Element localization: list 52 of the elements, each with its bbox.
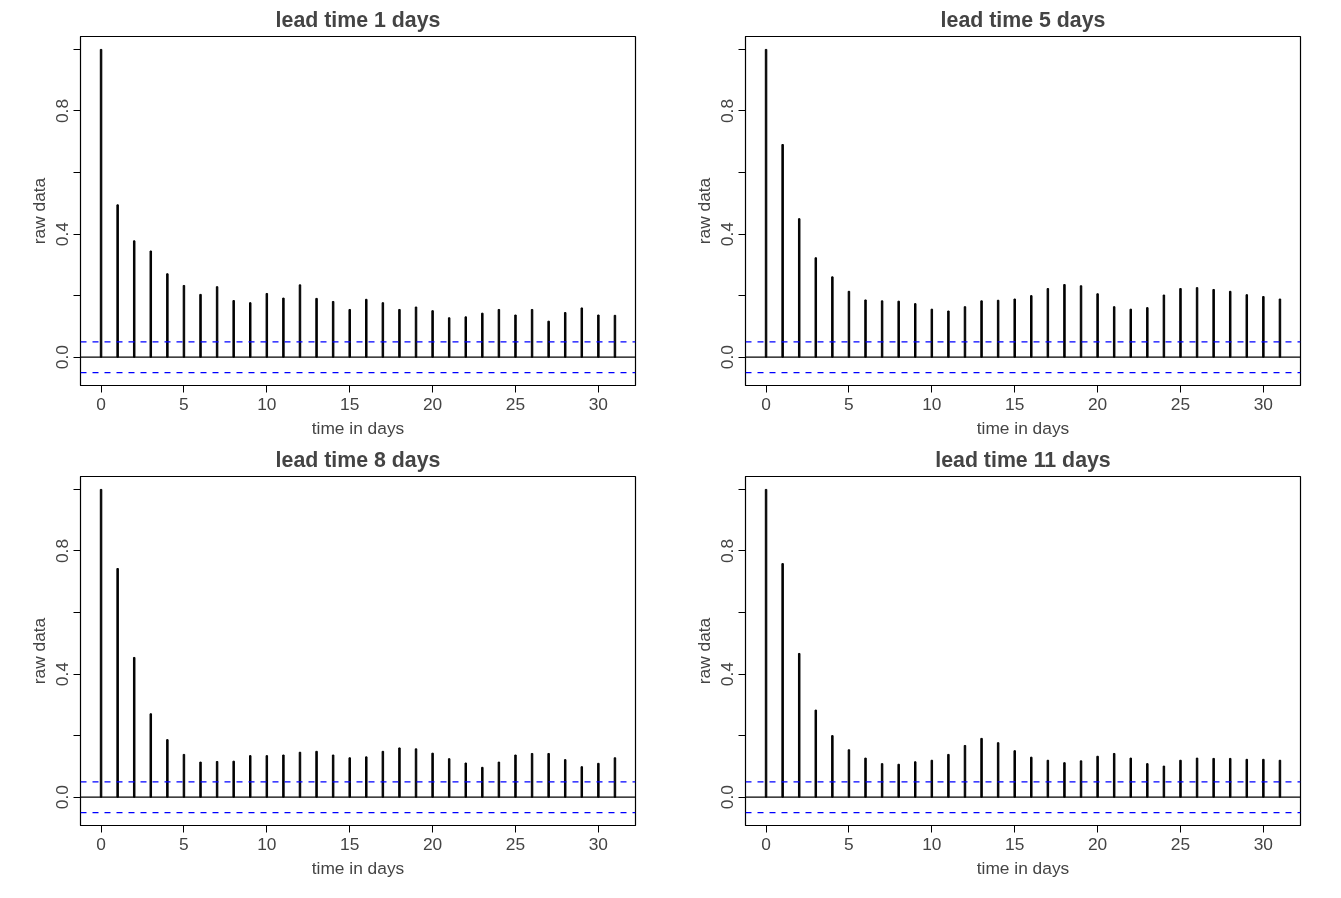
x-axis-title: time in days xyxy=(311,417,405,438)
chart-title: lead time 1 days xyxy=(275,7,441,32)
x-tick-label: 10 xyxy=(257,833,277,854)
y-tick-label: 0.8 xyxy=(717,98,738,124)
x-tick-label: 30 xyxy=(588,833,609,854)
x-tick-label: 15 xyxy=(340,393,360,414)
x-axis-title: time in days xyxy=(976,857,1070,878)
y-tick-label: 0.4 xyxy=(717,661,738,687)
x-tick-label: 20 xyxy=(1087,393,1108,414)
x-tick-label: 25 xyxy=(505,833,526,854)
y-tick-label: 0.0 xyxy=(52,785,73,810)
x-tick-label: 0 xyxy=(96,393,106,414)
y-tick-label: 0.8 xyxy=(52,538,73,564)
x-tick-label: 15 xyxy=(340,833,360,854)
y-axis-title: raw data xyxy=(28,177,49,245)
y-tick-label: 0.4 xyxy=(717,221,738,247)
x-tick-label: 0 xyxy=(761,833,771,854)
chart-title: lead time 5 days xyxy=(940,7,1106,32)
y-tick-label: 0.0 xyxy=(52,345,73,370)
x-tick-label: 10 xyxy=(257,393,277,414)
y-tick-label: 0.8 xyxy=(717,538,738,564)
y-tick-label: 0.0 xyxy=(717,345,738,370)
chart-title: lead time 11 days xyxy=(935,447,1111,472)
x-tick-label: 25 xyxy=(1170,393,1191,414)
chart-title: lead time 8 days xyxy=(275,447,441,472)
x-tick-label: 20 xyxy=(422,833,443,854)
y-axis-title: raw data xyxy=(693,177,714,245)
x-tick-label: 10 xyxy=(922,393,942,414)
x-tick-label: 25 xyxy=(505,393,526,414)
x-tick-label: 0 xyxy=(96,833,106,854)
x-tick-label: 15 xyxy=(1005,833,1025,854)
x-axis-title: time in days xyxy=(311,857,405,878)
x-tick-label: 30 xyxy=(1253,393,1274,414)
x-tick-label: 5 xyxy=(844,833,854,854)
y-tick-label: 0.8 xyxy=(52,98,73,124)
x-tick-label: 5 xyxy=(844,393,854,414)
x-tick-label: 5 xyxy=(179,833,189,854)
y-tick-label: 0.4 xyxy=(52,221,73,247)
x-tick-label: 30 xyxy=(588,393,609,414)
x-tick-label: 5 xyxy=(179,393,189,414)
x-tick-label: 25 xyxy=(1170,833,1191,854)
x-tick-label: 10 xyxy=(922,833,942,854)
x-tick-label: 20 xyxy=(1087,833,1108,854)
x-axis-title: time in days xyxy=(976,417,1070,438)
x-tick-label: 15 xyxy=(1005,393,1025,414)
y-axis-title: raw data xyxy=(693,617,714,685)
x-tick-label: 20 xyxy=(422,393,443,414)
y-axis-title: raw data xyxy=(28,617,49,685)
y-tick-label: 0.4 xyxy=(52,661,73,687)
x-tick-label: 30 xyxy=(1253,833,1274,854)
y-tick-label: 0.0 xyxy=(717,785,738,810)
x-tick-label: 0 xyxy=(761,393,771,414)
